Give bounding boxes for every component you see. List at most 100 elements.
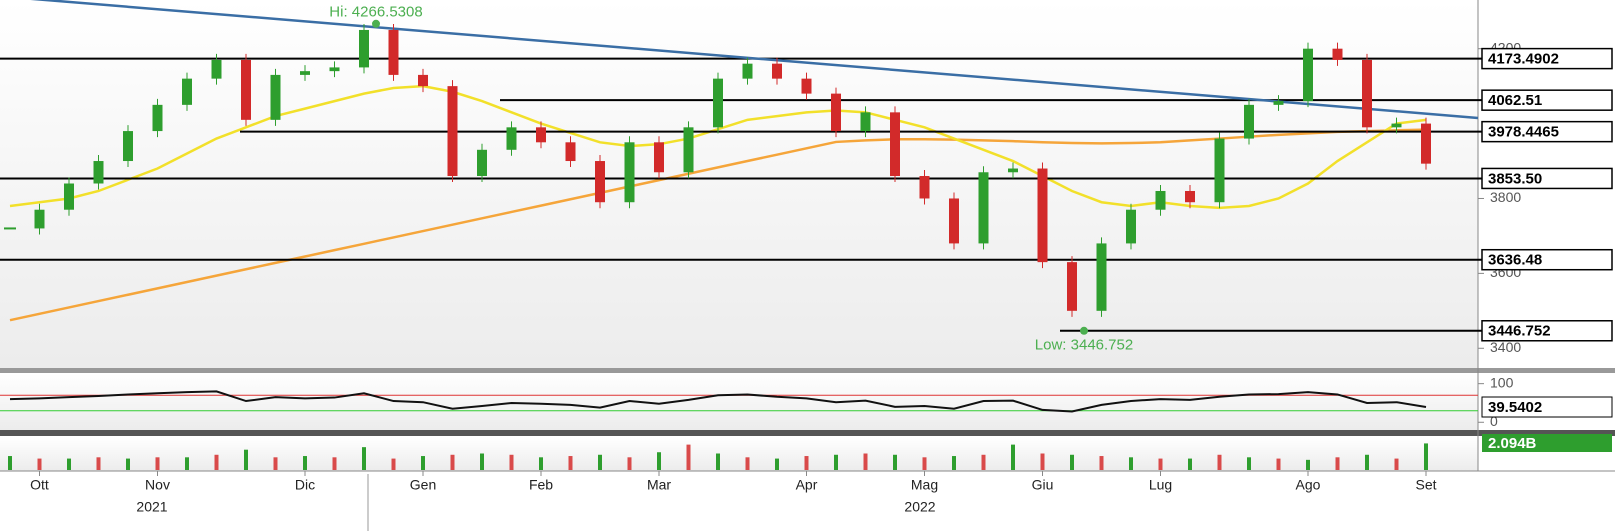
volume-bar (303, 456, 307, 470)
x-tick-label: Nov (145, 477, 170, 493)
volume-bar (1070, 454, 1074, 470)
x-tick-label: Lug (1149, 477, 1172, 493)
x-tick-label: Ago (1296, 477, 1321, 493)
volume-bar (391, 458, 396, 470)
price-panel (0, 0, 1478, 368)
volume-bar (1129, 457, 1133, 470)
level-box (1481, 47, 1613, 70)
volume-bar (863, 453, 868, 470)
candle (241, 59, 251, 120)
candle (1037, 168, 1048, 263)
candle (359, 29, 369, 68)
volume-bar (1247, 457, 1251, 470)
year-label: 2022 (904, 499, 935, 515)
x-tick-label: Gen (410, 477, 436, 493)
candle (329, 67, 340, 72)
candle (1421, 123, 1431, 164)
candle (1096, 243, 1107, 311)
candle (1244, 104, 1254, 139)
candle (978, 172, 989, 244)
candle (949, 198, 959, 244)
volume-bar (952, 456, 956, 470)
divider (0, 368, 1615, 373)
candle (624, 142, 635, 203)
annotation: Hi: 4266.5308 (329, 4, 422, 21)
volume-bar (155, 457, 160, 470)
candle (1391, 123, 1402, 128)
rsi-tick-label: 0 (1490, 413, 1498, 429)
volume-bar (1011, 444, 1015, 470)
candle (801, 78, 812, 94)
level-label: 3636.48 (1488, 252, 1542, 269)
volume-bar (804, 456, 809, 470)
volume-last-label: 2.094B (1488, 435, 1537, 452)
moving-average-200 (9, 128, 1427, 322)
x-tick-label: Set (1415, 477, 1436, 493)
candle (506, 127, 517, 150)
volume-bar (1188, 458, 1192, 470)
divider (0, 430, 1615, 436)
candle (772, 63, 782, 79)
candle (34, 209, 45, 229)
volume-bar (273, 457, 278, 470)
level-label: 3978.4465 (1488, 124, 1559, 141)
candle (919, 176, 930, 199)
volume-bar (185, 457, 189, 470)
volume-bar (126, 458, 130, 470)
candle (418, 74, 428, 87)
rsi-last-label: 39.5402 (1488, 399, 1542, 416)
x-tick-label: Apr (796, 477, 818, 493)
y-tick-label: 3800 (1490, 189, 1521, 205)
level-box (1481, 89, 1613, 111)
volume-bar (67, 458, 71, 470)
volume-bar (244, 449, 248, 470)
volume-bar (480, 453, 484, 470)
y-tick-label: 3400 (1490, 339, 1521, 355)
candle (565, 142, 576, 162)
level-label: 3446.752 (1488, 323, 1551, 340)
candle (1362, 59, 1372, 128)
volume-bar (1424, 443, 1428, 470)
level-label: 3853.50 (1488, 170, 1542, 187)
candle (123, 131, 133, 162)
rsi-tick-label: 100 (1490, 374, 1514, 390)
candle (890, 112, 900, 177)
candle (477, 149, 487, 177)
volume-bar (539, 457, 543, 470)
volume-bar (922, 457, 927, 470)
volume-bar (981, 454, 986, 470)
volume-bar (893, 454, 897, 470)
candle (64, 183, 74, 210)
volume-bar (834, 454, 838, 470)
candle (1008, 168, 1018, 173)
volume-bar (1217, 454, 1222, 470)
volume-bar (1335, 457, 1340, 470)
annotation-dot (1080, 326, 1088, 335)
candle (742, 63, 753, 79)
volume-bar (745, 457, 750, 470)
annotation: Low: 3446.752 (1035, 337, 1133, 354)
x-tick-label: Giu (1032, 477, 1054, 493)
candle (1273, 101, 1284, 105)
candle (1155, 190, 1166, 210)
volume-bar (1394, 458, 1399, 470)
candle (536, 127, 546, 143)
volume-bar (686, 444, 691, 470)
volume-bar (362, 447, 366, 470)
candle (1303, 48, 1313, 102)
candle (831, 93, 841, 132)
year-label: 2021 (136, 499, 167, 515)
candle (1126, 209, 1136, 244)
volume-bar (421, 456, 425, 470)
level-box (1481, 320, 1613, 342)
trendline (30, 0, 1479, 120)
volume-panel (0, 437, 1478, 471)
annotation-dot (372, 19, 380, 28)
candle (683, 127, 694, 173)
volume-bar (1040, 453, 1045, 470)
volume-bar (509, 454, 514, 470)
rsi-line (9, 390, 1427, 413)
level-box (1481, 248, 1613, 271)
volume-bar (8, 456, 12, 470)
